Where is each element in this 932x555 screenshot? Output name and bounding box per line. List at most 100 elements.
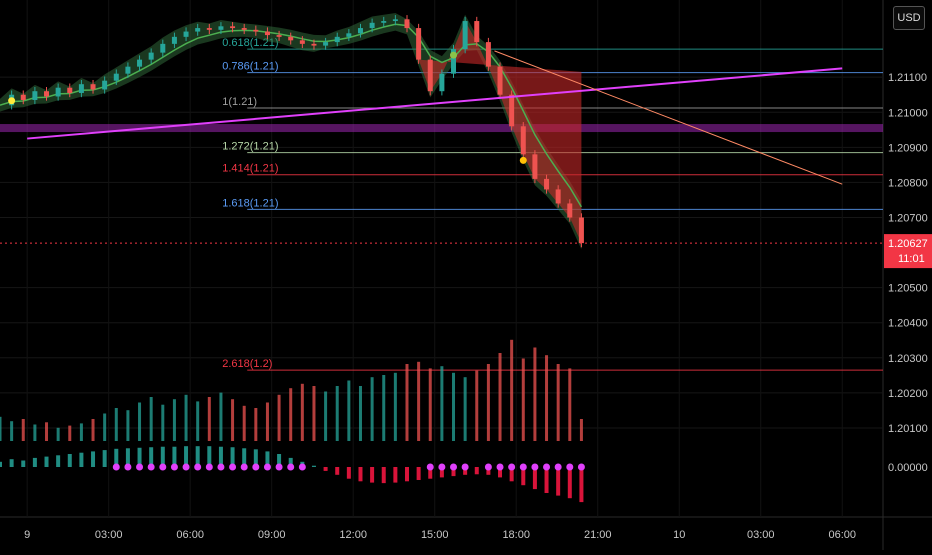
candle-body [114, 74, 119, 81]
signal-dot [8, 97, 15, 104]
osc-bar [556, 467, 560, 496]
osc-bar [0, 462, 2, 467]
candle-body [509, 95, 514, 127]
candle-body [44, 91, 49, 96]
osc-bar [347, 467, 351, 479]
volume-bar [254, 408, 257, 441]
candle-body [346, 33, 351, 37]
candle-body [474, 21, 479, 42]
volume-bar [475, 371, 478, 441]
osc-dot [427, 464, 434, 471]
volume-bar [68, 426, 71, 441]
candle-body [463, 21, 468, 49]
osc-zero-label: 0.00000 [888, 462, 928, 474]
fib-label: 1(1.21) [222, 96, 257, 108]
fib-label: 1.272(1.21) [222, 141, 278, 153]
volume-bar [557, 364, 560, 441]
volume-bar [499, 353, 502, 441]
osc-bar [324, 467, 328, 471]
last-price-countdown: 11:01 [898, 253, 925, 265]
osc-dot [299, 464, 306, 471]
volume-bar [301, 384, 304, 441]
candle-body [521, 126, 526, 154]
volume-bar [150, 397, 153, 441]
signal-dot [520, 157, 527, 164]
osc-bar [382, 467, 386, 483]
osc-bar [10, 459, 14, 467]
osc-bar [68, 454, 72, 467]
osc-dot [531, 464, 538, 471]
volume-bar [382, 375, 385, 441]
time-tick-label: 06:00 [828, 529, 856, 541]
candle-body [323, 42, 328, 46]
osc-bar [33, 458, 37, 467]
volume-bar [522, 359, 525, 442]
volume-bar [394, 373, 397, 441]
candle-body [21, 95, 26, 100]
candle-body [242, 28, 247, 30]
osc-bar [312, 466, 316, 467]
time-tick-label: 18:00 [502, 529, 530, 541]
horizontal-band [0, 124, 883, 132]
candle-body [137, 60, 142, 67]
candle-body [416, 28, 421, 60]
candle-body [253, 30, 258, 32]
osc-dot [113, 464, 120, 471]
time-tick-label: 09:00 [258, 529, 286, 541]
candle-body [404, 19, 409, 28]
osc-dot [229, 464, 236, 471]
volume-bar [510, 340, 513, 441]
candle-body [125, 67, 130, 74]
candle-body [335, 37, 340, 42]
osc-dot [124, 464, 131, 471]
price-tick-label: 1.20300 [888, 353, 928, 365]
time-tick-label: 15:00 [421, 529, 449, 541]
candle-body [428, 60, 433, 92]
osc-dot [194, 464, 201, 471]
volume-bar [173, 399, 176, 441]
osc-bar [475, 467, 479, 474]
osc-dot [136, 464, 143, 471]
volume-bar [45, 422, 48, 441]
volume-bar [57, 428, 60, 441]
volume-bar [359, 386, 362, 441]
osc-dot [438, 464, 445, 471]
volume-bar [278, 395, 281, 441]
volume-bar [464, 377, 467, 441]
volume-bar [196, 401, 199, 441]
price-tick-label: 1.20500 [888, 283, 928, 295]
volume-bar [568, 368, 571, 441]
volume-bar [452, 373, 455, 441]
volume-bar [405, 364, 408, 441]
candle-body [230, 26, 235, 28]
candle-body [184, 32, 189, 37]
time-tick-label: 03:00 [95, 529, 123, 541]
volume-bar [289, 388, 292, 441]
osc-bar [417, 467, 421, 480]
osc-dot [450, 464, 457, 471]
volume-bar [243, 406, 246, 441]
volume-bar [22, 419, 25, 441]
last-price-label: 1.20627 [888, 238, 928, 250]
osc-bar [358, 467, 362, 481]
volume-bar [533, 348, 536, 442]
time-tick-label: 9 [24, 529, 30, 541]
osc-dot [543, 464, 550, 471]
candle-body [556, 189, 561, 203]
candle-body [56, 88, 61, 97]
osc-dot [485, 464, 492, 471]
volume-bar [138, 403, 141, 442]
volume-bar [266, 403, 269, 442]
volume-bar [440, 366, 443, 441]
candle-body [579, 217, 584, 243]
fib-label: 2.618(1.2) [222, 358, 272, 370]
osc-dot [578, 464, 585, 471]
time-tick-label: 03:00 [747, 529, 775, 541]
candle-body [300, 40, 305, 44]
candle-body [498, 67, 503, 95]
osc-dot [497, 464, 504, 471]
candle-body [207, 28, 212, 30]
currency-button[interactable]: USD [893, 6, 925, 30]
price-tick-label: 1.20200 [888, 388, 928, 400]
